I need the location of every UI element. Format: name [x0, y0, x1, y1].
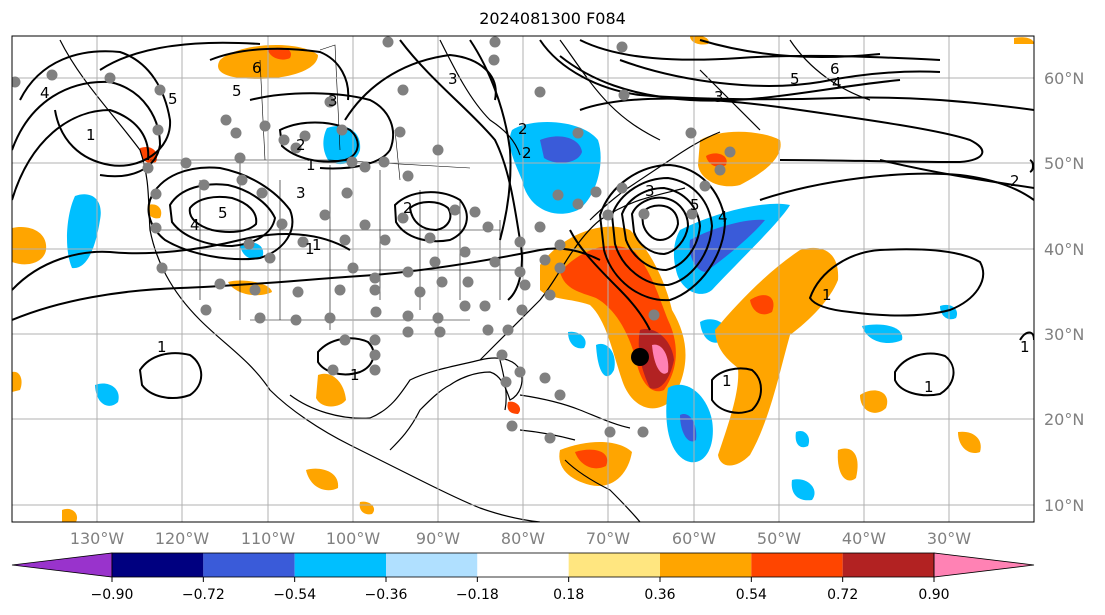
- contour-label: 3: [645, 182, 655, 200]
- contour-lines: [12, 39, 1034, 414]
- contour-label: 2: [403, 199, 413, 217]
- latitude-label: 50°N: [1044, 154, 1084, 173]
- contour-label: 1: [306, 156, 316, 174]
- colorbar-segment: [386, 553, 478, 577]
- longitude-axis: 130°W 120°W 110°W 100°W 90°W 80°W 70°W 6…: [70, 529, 971, 548]
- colorbar-outline: [111, 552, 935, 578]
- latitude-label: 60°N: [1044, 69, 1084, 88]
- colorbar-segment: [112, 553, 204, 577]
- contour-label: 5: [168, 90, 178, 108]
- colorbar-tick-label: −0.90: [91, 587, 134, 603]
- contour-label: 6: [830, 60, 840, 78]
- colorbar-tick-label: 0.18: [553, 587, 584, 603]
- contour-label: 5: [232, 82, 242, 100]
- contour-label-group: 6 5 4 3 2 1 1 4 5 3 2 1 1 3 2 5 6 4 3 5 …: [40, 59, 1030, 396]
- longitude-label: 30°W: [927, 529, 971, 548]
- colorbar-ticks: −0.90 −0.72 −0.54 −0.36 −0.18 0.18 0.36 0.54 0.7…: [91, 577, 950, 603]
- longitude-label: 130°W: [70, 529, 125, 548]
- map-title: 2024081300 F084: [479, 9, 626, 28]
- contour-label: 2: [522, 144, 532, 162]
- contour-label: 1: [722, 372, 732, 390]
- contour-label: 4: [718, 208, 728, 226]
- colorbar-tick-label: 0.72: [827, 587, 858, 603]
- longitude-label: 40°W: [842, 529, 886, 548]
- colorbar-segment: [751, 553, 843, 577]
- contour-label: 4: [190, 216, 200, 234]
- colorbar-tick-label: −0.72: [182, 587, 225, 603]
- longitude-label: 100°W: [326, 529, 381, 548]
- colorbar-segment: [568, 553, 660, 577]
- longitude-label: 60°W: [672, 529, 716, 548]
- contour-label: 5: [790, 70, 800, 88]
- latitude-label: 40°N: [1044, 240, 1084, 259]
- latitude-axis: 60°N 50°N 40°N 30°N 20°N 10°N: [1044, 69, 1084, 515]
- colorbar-tick-label: 0.36: [644, 587, 675, 603]
- contour-label: 1: [305, 240, 315, 258]
- map-frame: [11, 35, 1035, 523]
- contour-label: 5: [690, 196, 700, 214]
- coastlines: [59, 39, 871, 522]
- colorbar-tick-label: 0.90: [918, 587, 949, 603]
- contour-label: 2: [518, 120, 528, 138]
- longitude-label: 90°W: [416, 529, 460, 548]
- contour-label: 1: [822, 286, 832, 304]
- colorbar-segment: [842, 553, 934, 577]
- contour-label: 1: [350, 366, 360, 384]
- latitude-label: 10°N: [1044, 496, 1084, 515]
- longitude-label: 80°W: [501, 529, 545, 548]
- colorbar: [11, 552, 1035, 578]
- longitude-label: 120°W: [155, 529, 210, 548]
- contour-label: 6: [252, 59, 262, 77]
- colorbar-tick-label: −0.18: [456, 587, 499, 603]
- longitude-label: 50°W: [757, 529, 801, 548]
- latitude-label: 30°N: [1044, 325, 1084, 344]
- contour-label: 1: [924, 378, 934, 396]
- contour-label: 3: [328, 92, 338, 110]
- contour-label: 2: [296, 136, 306, 154]
- colorbar-tick-label: −0.54: [273, 587, 316, 603]
- contour-label: 3: [714, 88, 724, 106]
- contour-label: 3: [296, 184, 306, 202]
- anomaly-shading: [12, 36, 1034, 522]
- colorbar-segment: [660, 553, 752, 577]
- colorbar-segment: [477, 553, 569, 577]
- contour-label: 1: [157, 338, 167, 356]
- colorbar-segment: [203, 553, 295, 577]
- colorbar-tick-label: −0.36: [365, 587, 408, 603]
- longitude-label: 70°W: [586, 529, 630, 548]
- contour-label: 5: [218, 204, 228, 222]
- colorbar-tick-label: 0.54: [736, 587, 767, 603]
- contour-label: 1: [312, 236, 322, 254]
- colorbar-extension-high: [933, 552, 1035, 578]
- station-dots: [12, 36, 736, 444]
- contour-label: 4: [832, 74, 842, 92]
- contour-label: 3: [448, 70, 458, 88]
- contour-label: 4: [40, 84, 50, 102]
- latitude-label: 20°N: [1044, 410, 1084, 429]
- storm-center-marker: [631, 348, 649, 366]
- contour-label: 1: [1020, 338, 1030, 356]
- colorbar-segment: [294, 553, 386, 577]
- longitude-label: 110°W: [241, 529, 296, 548]
- colorbar-extension-low: [11, 552, 113, 578]
- contour-label: 1: [86, 126, 96, 144]
- contour-label: 2: [1010, 172, 1020, 190]
- political-borders: [150, 44, 520, 330]
